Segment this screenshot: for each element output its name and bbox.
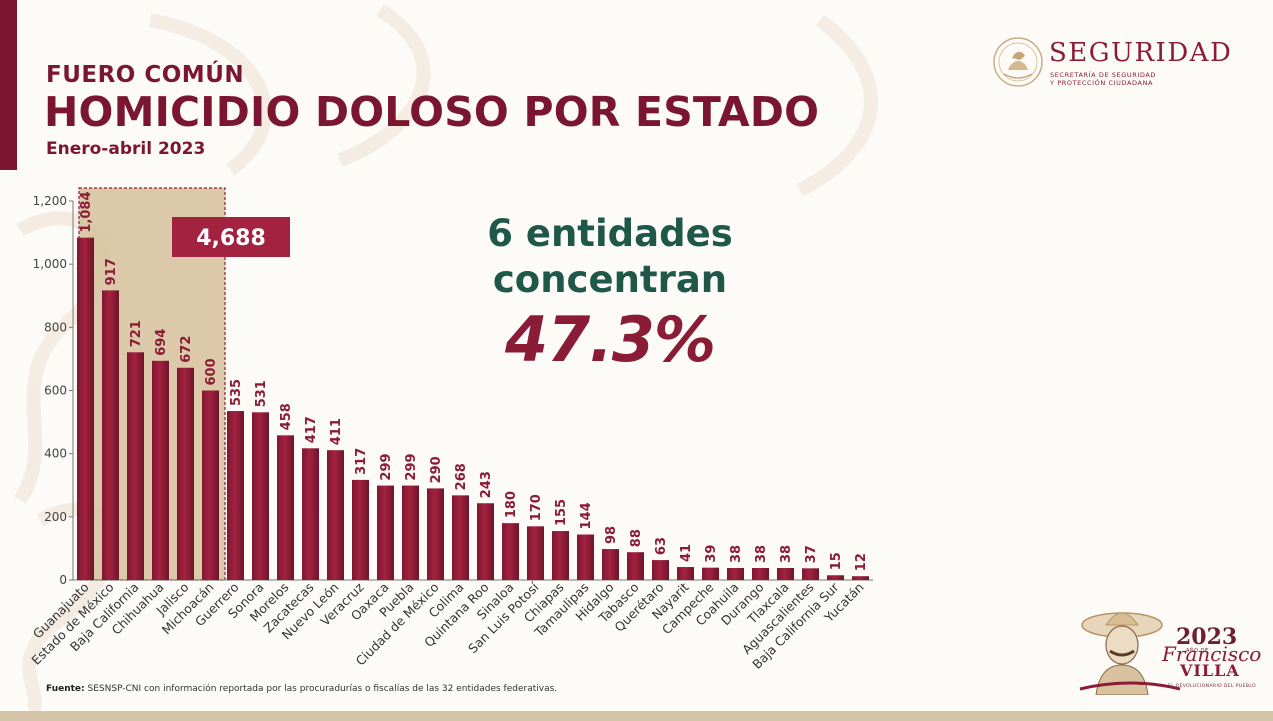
y-tick-label: 400 xyxy=(44,447,67,461)
data-label: 317 xyxy=(354,448,369,475)
data-label: 12 xyxy=(854,553,869,571)
bar xyxy=(302,448,319,580)
villa-logo-name1: Francisco xyxy=(1162,642,1262,666)
headline-percent: 47.3% xyxy=(504,303,716,376)
bar xyxy=(127,352,144,580)
y-tick-label: 800 xyxy=(44,320,67,334)
bar xyxy=(202,390,219,580)
y-tick-label: 600 xyxy=(44,384,67,398)
data-label: 37 xyxy=(804,545,819,563)
data-label: 38 xyxy=(729,545,744,563)
bar xyxy=(427,488,444,580)
bar xyxy=(852,576,869,580)
data-label: 63 xyxy=(654,537,669,555)
logo-subtitle-line1: SECRETARÍA DE SEGURIDAD xyxy=(1050,71,1157,79)
data-label: 38 xyxy=(754,545,769,563)
bar xyxy=(627,552,644,580)
headline-line2: concentran xyxy=(492,258,728,301)
total-box-label: 4,688 xyxy=(196,226,266,251)
page-title: HOMICIDIO DOLOSO POR ESTADO xyxy=(44,88,820,136)
data-label: 98 xyxy=(604,526,619,544)
francisco-villa-portrait-icon xyxy=(1079,612,1181,695)
villa-logo-name2: VILLA xyxy=(1180,661,1240,680)
bar xyxy=(652,560,669,580)
villa-logo-ano: AÑO DE xyxy=(1186,648,1209,654)
data-label: 155 xyxy=(554,499,569,526)
bar xyxy=(827,575,844,580)
y-tick-label: 200 xyxy=(44,510,67,524)
data-label: 458 xyxy=(279,403,294,430)
data-label: 694 xyxy=(154,329,169,356)
data-label: 672 xyxy=(179,336,194,363)
villa-logo-year: 2023 xyxy=(1176,624,1238,650)
data-label: 290 xyxy=(429,456,444,483)
bar xyxy=(577,534,594,580)
source-label: Fuente: xyxy=(46,684,85,694)
data-label: 411 xyxy=(329,418,344,445)
data-label: 417 xyxy=(304,416,319,443)
y-tick-label: 0 xyxy=(59,573,67,587)
bar xyxy=(802,568,819,580)
headline-line1: 6 entidades xyxy=(487,212,733,255)
data-label: 170 xyxy=(529,494,544,521)
data-label: 600 xyxy=(204,358,219,385)
villa-logo-tag: EL REVOLUCIONARIO DEL PUEBLO xyxy=(1168,684,1257,689)
data-label: 41 xyxy=(679,544,694,562)
logo-subtitle-line2: Y PROTECCIÓN CIUDADANA xyxy=(1050,79,1154,87)
page-subtitle: Enero-abril 2023 xyxy=(46,139,206,159)
data-label: 299 xyxy=(404,453,419,480)
data-label: 180 xyxy=(504,491,519,518)
total-box xyxy=(172,217,290,257)
bar xyxy=(702,567,719,580)
bar xyxy=(752,567,769,580)
bar xyxy=(177,367,194,580)
bar xyxy=(602,549,619,580)
bar xyxy=(102,290,119,580)
y-tick-label: 1,000 xyxy=(33,257,67,271)
bar xyxy=(727,567,744,580)
bar xyxy=(677,567,694,580)
bar xyxy=(352,479,369,580)
data-label: 268 xyxy=(454,463,469,490)
bar xyxy=(227,411,244,580)
logo-wordmark: SEGURIDAD xyxy=(1049,38,1233,68)
bar xyxy=(777,567,794,580)
bar xyxy=(552,531,569,580)
national-seal-icon xyxy=(993,37,1043,87)
bar xyxy=(77,237,94,581)
seguridad-logo: SEGURIDAD SECRETARÍA DE SEGURIDAD Y PROT… xyxy=(992,36,1242,90)
source-text: SESNSP-CNI con información reportada por… xyxy=(84,684,558,694)
bar xyxy=(527,526,544,580)
data-label: 38 xyxy=(779,545,794,563)
bar xyxy=(477,503,494,580)
bar xyxy=(252,412,269,580)
data-label: 917 xyxy=(104,258,119,285)
bar xyxy=(402,485,419,580)
kicker: FUERO COMÚN xyxy=(46,62,245,88)
data-label: 88 xyxy=(629,529,644,547)
data-label: 531 xyxy=(254,380,269,407)
data-label: 144 xyxy=(579,502,594,529)
data-label: 243 xyxy=(479,471,494,498)
bar xyxy=(277,435,294,580)
bar xyxy=(377,485,394,580)
data-label: 1,084 xyxy=(79,192,94,233)
bar xyxy=(327,450,344,580)
bar xyxy=(452,495,469,580)
bar xyxy=(502,523,519,580)
data-label: 39 xyxy=(704,545,719,563)
bottom-strip xyxy=(0,711,1273,721)
data-label: 299 xyxy=(379,453,394,480)
data-label: 535 xyxy=(229,379,244,406)
bar xyxy=(152,360,169,580)
source-note: Fuente: SESNSP-CNI con información repor… xyxy=(46,684,557,694)
data-label: 721 xyxy=(129,320,144,347)
data-label: 15 xyxy=(829,552,844,570)
left-accent-bar xyxy=(0,0,17,170)
y-tick-label: 1,200 xyxy=(33,194,67,208)
